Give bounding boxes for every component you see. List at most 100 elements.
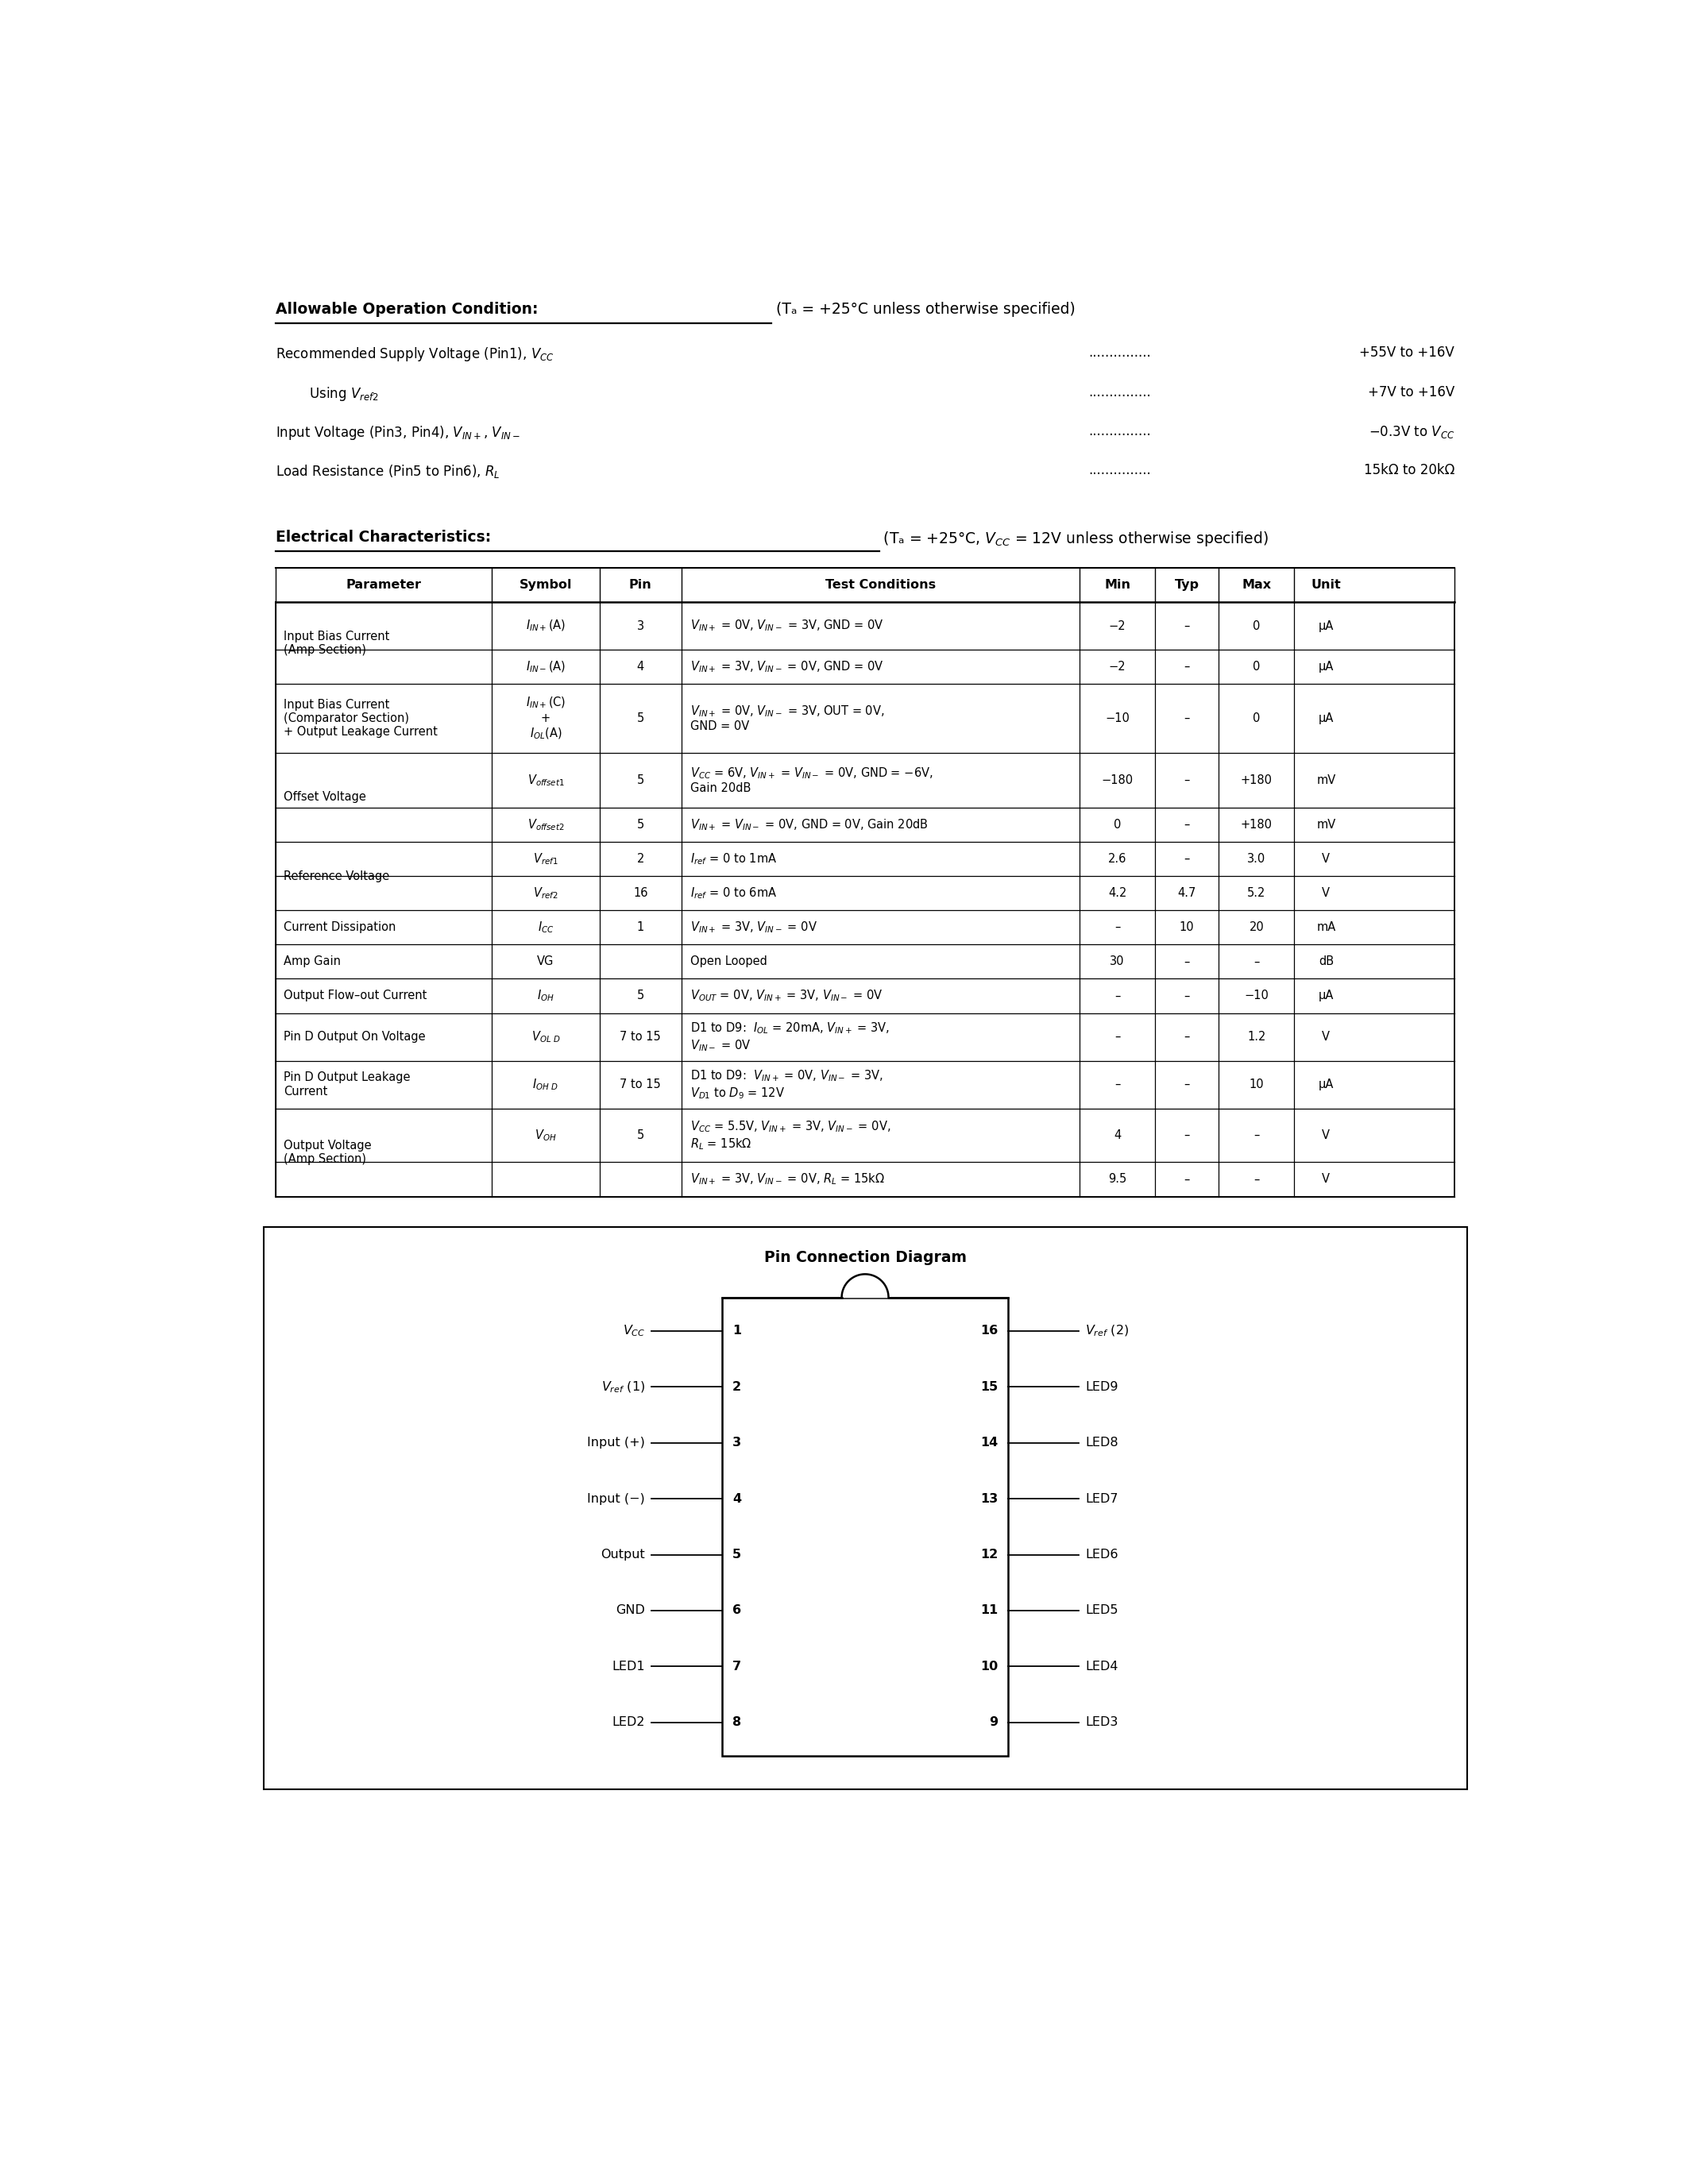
Text: 12: 12 bbox=[981, 1548, 998, 1562]
Text: ...............: ............... bbox=[1089, 424, 1151, 439]
Text: $V_{CC}$: $V_{CC}$ bbox=[623, 1324, 645, 1339]
Text: –: – bbox=[1183, 819, 1190, 830]
Text: ...............: ............... bbox=[1089, 384, 1151, 400]
Text: 3: 3 bbox=[733, 1437, 741, 1448]
Text: $V_{ref}$ (1): $V_{ref}$ (1) bbox=[601, 1380, 645, 1393]
Text: 5: 5 bbox=[636, 1129, 645, 1142]
Text: 7 to 15: 7 to 15 bbox=[619, 1031, 662, 1042]
Text: μA: μA bbox=[1318, 620, 1334, 631]
Text: –: – bbox=[1183, 1173, 1190, 1186]
Text: LED6: LED6 bbox=[1085, 1548, 1117, 1562]
Text: –: – bbox=[1114, 989, 1121, 1002]
Text: 16: 16 bbox=[633, 887, 648, 900]
Text: 1.2: 1.2 bbox=[1247, 1031, 1266, 1042]
Text: D1 to D9:  $V_{IN+}$ = 0V, $V_{IN-}$ = 3V,
$V_{D1}$ to $D_9$ = 12V: D1 to D9: $V_{IN+}$ = 0V, $V_{IN-}$ = 3V… bbox=[690, 1068, 883, 1101]
Text: $V_{IN+}$ = 3V, $V_{IN-}$ = 0V, $R_L$ = 15kΩ: $V_{IN+}$ = 3V, $V_{IN-}$ = 0V, $R_L$ = … bbox=[690, 1173, 885, 1186]
Text: –: – bbox=[1183, 1079, 1190, 1090]
Bar bbox=[263, 1227, 1467, 1789]
Text: 13: 13 bbox=[981, 1494, 998, 1505]
Text: Pin: Pin bbox=[630, 579, 652, 592]
Text: +180: +180 bbox=[1241, 773, 1273, 786]
Text: Recommended Supply Voltage (Pin1), $V_{CC}$: Recommended Supply Voltage (Pin1), $V_{C… bbox=[275, 345, 554, 363]
Text: V: V bbox=[1322, 887, 1330, 900]
Text: $I_{ref}$ = 0 to 1mA: $I_{ref}$ = 0 to 1mA bbox=[690, 852, 776, 867]
Text: 11: 11 bbox=[981, 1605, 998, 1616]
Text: $V_{ref1}$: $V_{ref1}$ bbox=[533, 852, 559, 867]
Text: VG: VG bbox=[537, 957, 554, 968]
Text: GND: GND bbox=[616, 1605, 645, 1616]
Text: 14: 14 bbox=[981, 1437, 998, 1448]
Text: D1 to D9:  $I_{OL}$ = 20mA, $V_{IN+}$ = 3V,
$V_{IN-}$ = 0V: D1 to D9: $I_{OL}$ = 20mA, $V_{IN+}$ = 3… bbox=[690, 1020, 890, 1053]
Text: 9: 9 bbox=[989, 1717, 998, 1728]
Text: Allowable Operation Condition:: Allowable Operation Condition: bbox=[275, 301, 538, 317]
Text: 5: 5 bbox=[636, 819, 645, 830]
Text: $V_{IN+}$ = 0V, $V_{IN-}$ = 3V, GND = 0V: $V_{IN+}$ = 0V, $V_{IN-}$ = 3V, GND = 0V bbox=[690, 618, 885, 633]
Text: Output Flow–out Current: Output Flow–out Current bbox=[284, 989, 427, 1002]
Text: −10: −10 bbox=[1106, 712, 1129, 725]
Text: –: – bbox=[1114, 922, 1121, 933]
Text: 15kΩ to 20kΩ: 15kΩ to 20kΩ bbox=[1364, 463, 1455, 478]
Text: $V_{OH}$: $V_{OH}$ bbox=[535, 1127, 557, 1142]
Text: −2: −2 bbox=[1109, 620, 1126, 631]
Text: μA: μA bbox=[1318, 712, 1334, 725]
Text: 7 to 15: 7 to 15 bbox=[619, 1079, 662, 1090]
Text: 0: 0 bbox=[1252, 620, 1261, 631]
Text: 5.2: 5.2 bbox=[1247, 887, 1266, 900]
Text: 2: 2 bbox=[636, 854, 645, 865]
Text: LED1: LED1 bbox=[613, 1660, 645, 1673]
Text: 0: 0 bbox=[1252, 662, 1261, 673]
Text: $V_{CC}$ = 6V, $V_{IN+}$ = $V_{IN-}$ = 0V, GND = −6V,
Gain 20dB: $V_{CC}$ = 6V, $V_{IN+}$ = $V_{IN-}$ = 0… bbox=[690, 767, 933, 795]
Text: 7: 7 bbox=[733, 1660, 741, 1673]
Text: LED3: LED3 bbox=[1085, 1717, 1117, 1728]
Text: Output: Output bbox=[601, 1548, 645, 1562]
Text: $V_{IN+}$ = 3V, $V_{IN-}$ = 0V: $V_{IN+}$ = 3V, $V_{IN-}$ = 0V bbox=[690, 919, 817, 935]
Text: –: – bbox=[1254, 1129, 1259, 1142]
Text: Input Bias Current
(Comparator Section)
+ Output Leakage Current: Input Bias Current (Comparator Section) … bbox=[284, 699, 437, 738]
Text: Input Bias Current
(Amp Section): Input Bias Current (Amp Section) bbox=[284, 631, 390, 655]
Text: $I_{ref}$ = 0 to 6mA: $I_{ref}$ = 0 to 6mA bbox=[690, 887, 776, 900]
Text: 10: 10 bbox=[1249, 1079, 1264, 1090]
Text: ...............: ............... bbox=[1089, 345, 1151, 360]
Text: $V_{IN+}$ = 0V, $V_{IN-}$ = 3V, OUT = 0V,
GND = 0V: $V_{IN+}$ = 0V, $V_{IN-}$ = 3V, OUT = 0V… bbox=[690, 703, 885, 732]
Text: Input (+): Input (+) bbox=[587, 1437, 645, 1448]
Text: Reference Voltage: Reference Voltage bbox=[284, 869, 390, 882]
Text: 2: 2 bbox=[733, 1380, 741, 1393]
Text: mA: mA bbox=[1317, 922, 1335, 933]
Text: –: – bbox=[1183, 773, 1190, 786]
Text: –: – bbox=[1183, 854, 1190, 865]
Text: Parameter: Parameter bbox=[346, 579, 422, 592]
Text: μA: μA bbox=[1318, 989, 1334, 1002]
Text: –: – bbox=[1254, 1173, 1259, 1186]
Text: $V_{CC}$ = 5.5V, $V_{IN+}$ = 3V, $V_{IN-}$ = 0V,
$R_L$ = 15kΩ: $V_{CC}$ = 5.5V, $V_{IN+}$ = 3V, $V_{IN-… bbox=[690, 1120, 891, 1151]
Text: 9.5: 9.5 bbox=[1107, 1173, 1126, 1186]
Text: V: V bbox=[1322, 854, 1330, 865]
Text: LED2: LED2 bbox=[613, 1717, 645, 1728]
Text: LED7: LED7 bbox=[1085, 1494, 1117, 1505]
Text: 1: 1 bbox=[636, 922, 645, 933]
Text: $I_{OH}$: $I_{OH}$ bbox=[537, 989, 554, 1002]
Text: –: – bbox=[1183, 957, 1190, 968]
Text: –: – bbox=[1114, 1031, 1121, 1042]
Text: $I_{CC}$: $I_{CC}$ bbox=[537, 919, 554, 935]
Text: 8: 8 bbox=[733, 1717, 741, 1728]
Text: LED5: LED5 bbox=[1085, 1605, 1117, 1616]
Text: 4.2: 4.2 bbox=[1107, 887, 1126, 900]
Text: −180: −180 bbox=[1102, 773, 1133, 786]
Text: –: – bbox=[1183, 989, 1190, 1002]
Text: –: – bbox=[1183, 1129, 1190, 1142]
Text: Open Looped: Open Looped bbox=[690, 957, 768, 968]
Text: $V_{ref}$ (2): $V_{ref}$ (2) bbox=[1085, 1324, 1129, 1339]
Text: ...............: ............... bbox=[1089, 463, 1151, 478]
Text: mV: mV bbox=[1317, 773, 1335, 786]
Text: dB: dB bbox=[1318, 957, 1334, 968]
Text: Pin D Output Leakage
Current: Pin D Output Leakage Current bbox=[284, 1072, 410, 1096]
Text: Offset Voltage: Offset Voltage bbox=[284, 791, 366, 804]
Text: $I_{IN+}$(C)
+
$I_{OL}$(A): $I_{IN+}$(C) + $I_{OL}$(A) bbox=[525, 697, 565, 740]
Text: +180: +180 bbox=[1241, 819, 1273, 830]
Text: Using $V_{ref2}$: Using $V_{ref2}$ bbox=[275, 384, 378, 402]
Text: 0: 0 bbox=[1114, 819, 1121, 830]
Text: $V_{offset1}$: $V_{offset1}$ bbox=[527, 773, 564, 788]
Text: Electrical Characteristics:: Electrical Characteristics: bbox=[275, 531, 491, 546]
Text: Symbol: Symbol bbox=[520, 579, 572, 592]
Text: –: – bbox=[1254, 957, 1259, 968]
